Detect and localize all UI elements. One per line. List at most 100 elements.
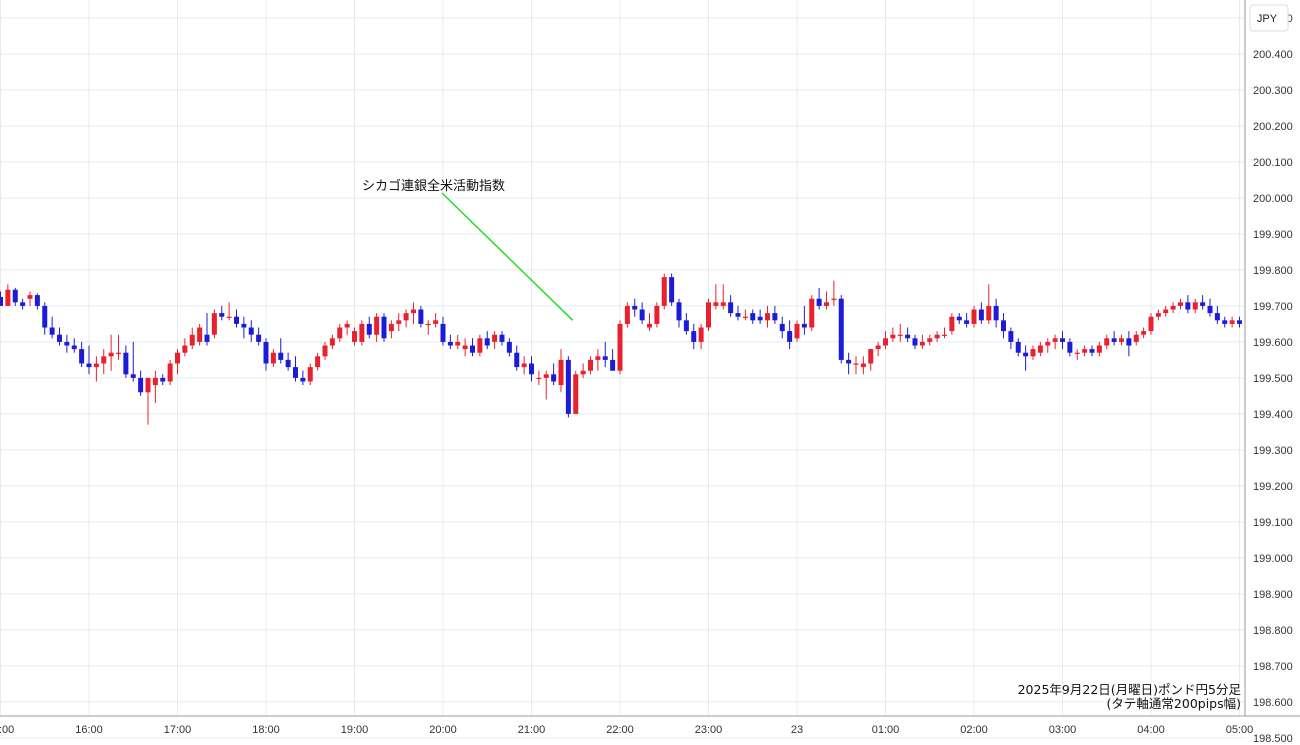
candle-body (42, 305, 48, 328)
candle-body (676, 302, 682, 321)
y-tick-label: 200.400 (1253, 49, 1293, 61)
candle-body (728, 302, 734, 314)
candle (551, 363, 557, 386)
candle-body (248, 327, 254, 335)
y-tick-label: 199.700 (1253, 301, 1293, 313)
candle-body (934, 334, 940, 339)
candle-body (197, 327, 203, 342)
candle (285, 352, 291, 371)
candle-body (175, 352, 180, 364)
candle (197, 323, 203, 346)
candle (986, 284, 992, 324)
candle-body (256, 334, 262, 342)
candle (846, 352, 852, 375)
candle-body (315, 356, 321, 368)
candle-body (1207, 305, 1213, 314)
candle (875, 341, 881, 357)
y-tick-label: 199.300 (1253, 445, 1293, 457)
candle (706, 298, 711, 332)
candle-body (860, 363, 866, 368)
candle (676, 298, 682, 328)
candle (182, 338, 188, 357)
candle (79, 341, 85, 368)
candle (536, 370, 542, 386)
x-tick-label: 04:00 (1137, 724, 1165, 736)
candle (632, 298, 638, 317)
candle-body (440, 323, 446, 342)
x-tick-label: 16:00 (75, 724, 103, 736)
x-tick-label: 02:00 (960, 724, 988, 736)
candle (477, 334, 483, 357)
candle (329, 334, 335, 350)
candle-body (720, 302, 726, 306)
candle (455, 334, 461, 350)
y-tick-label: 199.500 (1253, 373, 1293, 385)
time-axis: 15:00 16:00 17:00 18:00 19:00 20:00 21:00 22:00… (0, 724, 1253, 736)
x-tick-label: 21:00 (518, 724, 546, 736)
candle (1119, 334, 1124, 346)
candle (101, 349, 107, 375)
candle (971, 305, 977, 328)
candle-body (1163, 309, 1169, 314)
annotation-pointer-line (441, 192, 574, 321)
candle (588, 356, 593, 375)
candle-body (514, 352, 520, 368)
candle-body (580, 370, 586, 375)
candle-body (816, 298, 822, 306)
candle (1104, 334, 1110, 350)
y-tick-label: 200.000 (1253, 193, 1293, 205)
candle (779, 316, 785, 339)
candle (462, 338, 468, 357)
candle (396, 313, 402, 332)
candle (116, 334, 121, 360)
candle-body (1096, 345, 1102, 353)
candle (831, 280, 837, 306)
candle (713, 284, 719, 310)
candle (359, 320, 365, 346)
y-tick-label: 198.900 (1253, 589, 1293, 601)
candle (1037, 341, 1043, 357)
candle (919, 334, 925, 350)
candle-body (698, 327, 704, 342)
candle-body (750, 313, 756, 321)
candle (1141, 327, 1147, 339)
candle (425, 320, 431, 335)
candle-body (927, 338, 933, 342)
candle-body (1015, 341, 1021, 353)
candle (1200, 295, 1206, 310)
candle (728, 295, 734, 317)
candle-body (189, 334, 195, 346)
candle-body (93, 363, 99, 368)
candle (374, 313, 380, 342)
candle (735, 305, 741, 321)
candle (1067, 338, 1073, 357)
candle (765, 305, 770, 328)
currency-label-box (1249, 4, 1289, 32)
candle-body (897, 334, 903, 336)
candle-body (241, 323, 247, 328)
x-tick-label: 05:00 (1226, 724, 1254, 736)
candle (617, 320, 623, 375)
candle-body (138, 377, 144, 393)
candle-body (1192, 302, 1198, 310)
candle (1170, 302, 1176, 314)
candle-body (300, 377, 306, 382)
candle-body (647, 323, 652, 328)
candle-body (883, 338, 888, 346)
candle (565, 356, 571, 418)
candle (720, 284, 726, 310)
candle-body (263, 341, 269, 364)
candle-body (639, 309, 645, 321)
candle (942, 327, 947, 339)
candle-body (1089, 349, 1095, 353)
candle (683, 313, 689, 335)
candle-body (993, 305, 999, 321)
candle-body (1074, 352, 1080, 354)
candle (1074, 349, 1080, 360)
candle (270, 349, 276, 368)
candle (93, 356, 99, 382)
candle (211, 309, 217, 339)
candle-body (735, 313, 741, 317)
currency-label: JPY (1257, 13, 1278, 25)
